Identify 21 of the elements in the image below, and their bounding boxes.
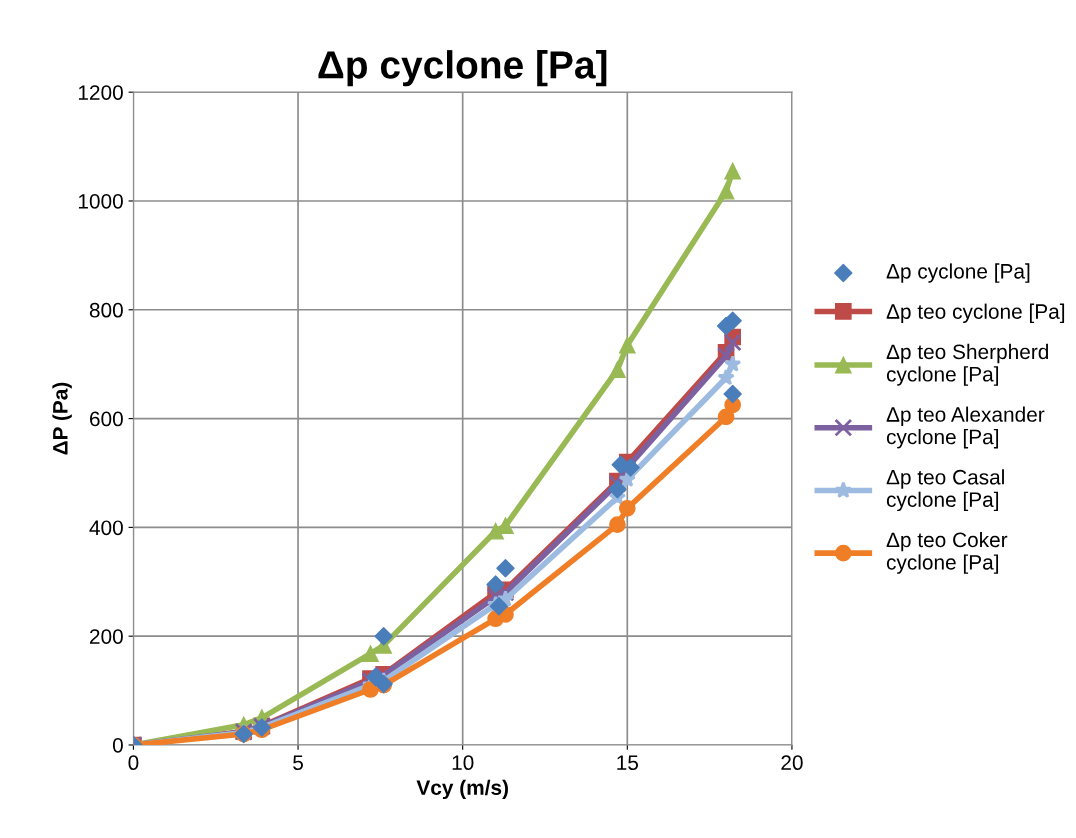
y-tick-label: 1200 xyxy=(78,85,123,100)
x-tick-label: 20 xyxy=(781,755,803,771)
legend-label: Δp cyclone [Pa] xyxy=(886,263,1030,283)
x-tick-label: 5 xyxy=(293,755,303,771)
legend-label: Δp teo cyclone [Pa] xyxy=(886,303,1065,324)
y-tick-label: 600 xyxy=(90,411,123,427)
y-tick-label: 400 xyxy=(89,520,123,536)
legend-label: Δp teo Alexander cyclone [Pa] xyxy=(886,406,1045,449)
y-tick-label: 200 xyxy=(89,629,123,644)
legend-label: Δp teo Casal cyclone [Pa] xyxy=(886,469,1004,512)
x-tick-label: 15 xyxy=(617,755,639,771)
legend-label: Δp teo Coker cyclone [Pa] xyxy=(886,531,1008,574)
y-axis-title: ΔP (Pa) xyxy=(52,382,72,455)
chart-title: Δp cyclone [Pa] xyxy=(318,50,607,87)
y-tick-label: 0 xyxy=(112,737,123,753)
y-tick-label: 800 xyxy=(89,302,123,318)
legend-label: Δp teo Sherpherd cyclone [Pa] xyxy=(886,343,1049,386)
x-tick-label: 10 xyxy=(452,755,474,771)
y-tick-label: 1000 xyxy=(78,193,123,209)
x-axis-title: Vcy (m/s) xyxy=(416,779,508,800)
x-tick-label: 0 xyxy=(128,755,139,771)
